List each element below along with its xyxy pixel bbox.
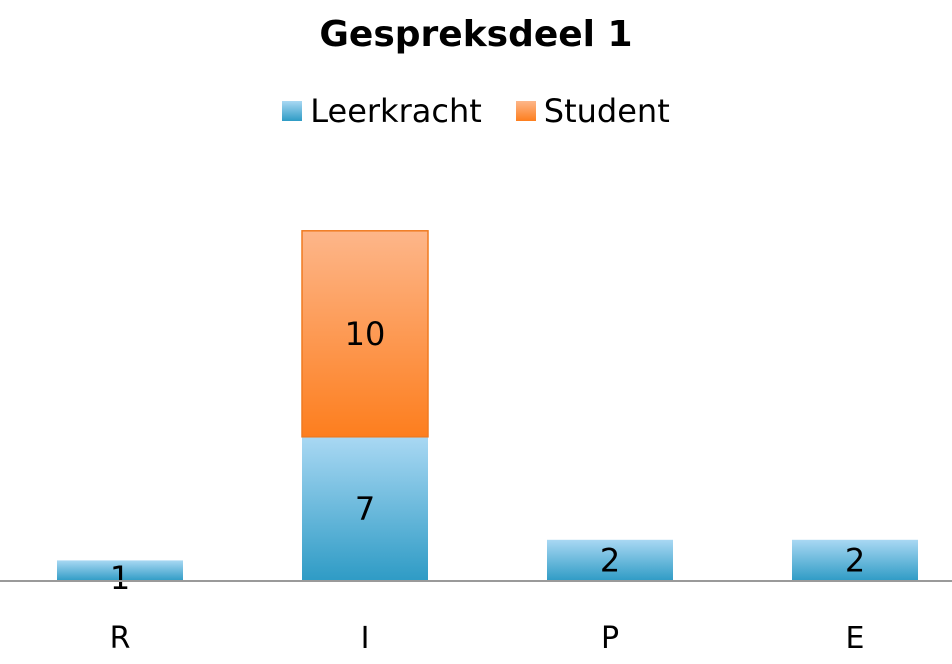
bar-student-i bbox=[301, 230, 429, 438]
x-tick-label-r: R bbox=[110, 621, 131, 656]
data-label-student-i: 10 bbox=[345, 315, 386, 353]
x-tick-label-p: P bbox=[601, 621, 619, 656]
data-label-leerkracht-e: 2 bbox=[845, 541, 865, 579]
bar-leerkracht-i bbox=[302, 436, 428, 581]
bars-group: 1 7 10 2 2 bbox=[57, 230, 918, 597]
chart-title: Gespreksdeel 1 bbox=[319, 14, 633, 55]
legend-item-student: Student bbox=[515, 92, 670, 130]
data-label-leerkracht-r: 1 bbox=[110, 559, 130, 597]
legend-item-leerkracht: Leerkracht bbox=[282, 92, 482, 130]
data-label-leerkracht-i: 7 bbox=[355, 490, 375, 528]
data-label-leerkracht-p: 2 bbox=[600, 541, 620, 579]
x-tick-label-i: I bbox=[361, 621, 370, 656]
legend-swatch-student bbox=[515, 101, 536, 121]
bar-leerkracht-p bbox=[547, 539, 673, 581]
legend-swatch-leerkracht bbox=[282, 101, 303, 121]
legend: Leerkracht Student bbox=[0, 92, 952, 130]
legend-label-student: Student bbox=[543, 92, 670, 130]
x-tick-label-e: E bbox=[846, 621, 865, 656]
bar-leerkracht-e bbox=[792, 539, 918, 581]
bar-leerkracht-r bbox=[57, 560, 183, 581]
legend-label-leerkracht: Leerkracht bbox=[310, 92, 482, 130]
